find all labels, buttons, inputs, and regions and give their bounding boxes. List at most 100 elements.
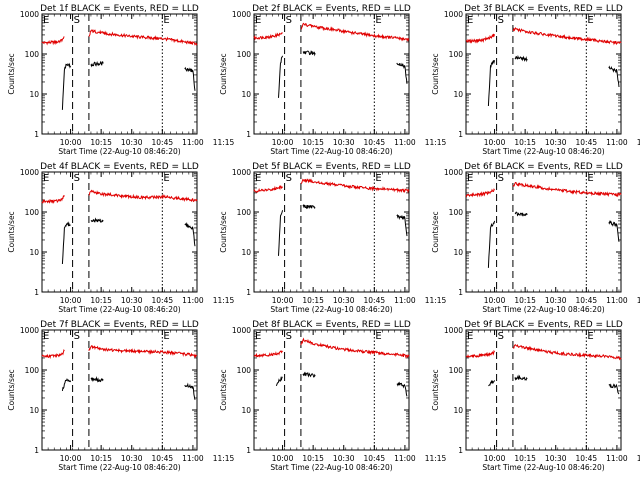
x-tick-label: 10:00 xyxy=(484,454,506,463)
saa-marker: S xyxy=(498,15,504,26)
x-tick-label: 10:45 xyxy=(364,454,386,463)
eclipse-start-marker: E xyxy=(467,15,473,26)
y-axis-label: Counts/sec xyxy=(219,369,228,410)
x-tick-label: 10:30 xyxy=(333,296,355,305)
panel-det-6: Det 6f BLACK = Events, RED = LLD 1 10 100 10… xyxy=(431,162,640,314)
x-axis-label: Start Time (22-Aug-10 08:46:20) xyxy=(58,463,180,472)
series-events-line xyxy=(61,217,196,265)
y-tick-label: 1 xyxy=(246,446,251,455)
y-tick-label: 10 xyxy=(453,248,463,257)
plot-frame xyxy=(465,13,622,135)
y-tick-label: 1000 xyxy=(20,168,39,177)
eclipse-start-marker: E xyxy=(467,331,473,342)
x-tick-label: 10:00 xyxy=(272,454,294,463)
y-axis-label: Counts/sec xyxy=(7,53,16,94)
eclipse-end-marker: E xyxy=(163,173,169,184)
x-tick-label: 11:15 xyxy=(425,454,447,463)
series-events-line xyxy=(487,54,620,107)
y-tick-label: 1000 xyxy=(444,10,463,19)
x-tick-label: 10:15 xyxy=(514,138,536,147)
x-tick-label: 11:15 xyxy=(637,296,640,305)
series-events-line xyxy=(488,374,620,395)
x-axis-label: Start Time (22-Aug-10 08:46:20) xyxy=(270,147,392,156)
series-lld-line xyxy=(465,26,622,46)
x-tick-label: 10:30 xyxy=(333,138,355,147)
x-tick-label: 11:15 xyxy=(637,138,640,147)
plot-frame xyxy=(253,329,410,451)
x-tick-label: 10:30 xyxy=(545,454,567,463)
eclipse-end-marker: E xyxy=(587,15,593,26)
x-tick-label: 10:00 xyxy=(272,296,294,305)
y-axis-label: Counts/sec xyxy=(219,211,228,252)
x-tick-label: 11:15 xyxy=(213,454,235,463)
plot-frame xyxy=(41,329,198,451)
y-tick-label: 100 xyxy=(25,208,40,217)
x-tick-label: 11:15 xyxy=(425,296,447,305)
y-tick-label: 1 xyxy=(458,130,463,139)
y-axis-label: Counts/sec xyxy=(431,53,440,94)
x-tick-label: 11:15 xyxy=(425,138,447,147)
y-tick-label: 1000 xyxy=(444,168,463,177)
y-tick-label: 10 xyxy=(241,90,251,99)
y-tick-label: 100 xyxy=(237,366,252,375)
panel-det-9: Det 9f BLACK = Events, RED = LLD 1 10 100 10… xyxy=(431,320,640,472)
x-tick-label: 11:00 xyxy=(182,454,204,463)
x-tick-label: 10:45 xyxy=(152,454,174,463)
x-tick-label: 10:15 xyxy=(302,138,324,147)
panel-title: Det 9f BLACK = Events, RED = LLD xyxy=(464,320,623,330)
y-tick-label: 1 xyxy=(246,130,251,139)
series-events-line xyxy=(278,50,408,98)
x-tick-label: 10:45 xyxy=(576,138,598,147)
series-lld-line xyxy=(253,178,410,194)
series-lld-line xyxy=(253,22,410,43)
saa-marker: S xyxy=(498,331,504,342)
eclipse-start-marker: E xyxy=(467,173,473,184)
series-lld-line xyxy=(41,189,198,204)
plot-frame xyxy=(41,171,198,293)
panel-title: Det 6f BLACK = Events, RED = LLD xyxy=(464,162,623,172)
y-axis-label: Counts/sec xyxy=(431,211,440,252)
y-tick-label: 100 xyxy=(25,50,40,59)
plot-frame xyxy=(465,329,622,451)
eclipse-end-marker: E xyxy=(587,331,593,342)
series-events-line xyxy=(61,60,196,110)
eclipse-start-marker: E xyxy=(255,331,261,342)
y-axis-label: Counts/sec xyxy=(219,53,228,94)
x-tick-label: 10:45 xyxy=(152,138,174,147)
x-tick-label: 11:00 xyxy=(606,138,628,147)
x-tick-label: 10:15 xyxy=(302,296,324,305)
panel-title: Det 2f BLACK = Events, RED = LLD xyxy=(252,4,411,14)
eclipse-start-marker: E xyxy=(43,331,49,342)
eclipse-start-marker: E xyxy=(255,173,261,184)
series-lld-line xyxy=(465,182,622,198)
x-tick-label: 10:00 xyxy=(484,138,506,147)
x-axis-label: Start Time (22-Aug-10 08:46:20) xyxy=(58,147,180,156)
eclipse-end-marker: E xyxy=(163,331,169,342)
y-tick-label: 100 xyxy=(449,50,464,59)
plot-frame xyxy=(253,13,410,135)
x-tick-label: 10:45 xyxy=(152,296,174,305)
x-tick-label: 11:15 xyxy=(637,454,640,463)
y-tick-label: 100 xyxy=(449,366,464,375)
plot-frame xyxy=(465,171,622,293)
x-tick-label: 10:45 xyxy=(576,454,598,463)
x-tick-label: 11:00 xyxy=(182,296,204,305)
y-tick-label: 1000 xyxy=(20,326,39,335)
panel-title: Det 3f BLACK = Events, RED = LLD xyxy=(464,4,623,14)
saa-marker: S xyxy=(286,15,292,26)
y-tick-label: 10 xyxy=(29,248,39,257)
saa-marker: S xyxy=(286,331,292,342)
x-tick-label: 10:15 xyxy=(90,296,112,305)
y-tick-label: 1 xyxy=(458,288,463,297)
panel-det-3: Det 3f BLACK = Events, RED = LLD 1 10 100 10… xyxy=(431,4,640,156)
y-tick-label: 10 xyxy=(29,90,39,99)
plot-frame xyxy=(41,13,198,135)
x-tick-label: 11:15 xyxy=(213,296,235,305)
panel-title: Det 8f BLACK = Events, RED = LLD xyxy=(252,320,411,330)
x-tick-label: 11:00 xyxy=(394,454,416,463)
y-tick-label: 1 xyxy=(34,446,39,455)
series-events-line xyxy=(487,211,620,268)
x-tick-label: 10:45 xyxy=(364,138,386,147)
x-tick-label: 10:00 xyxy=(60,296,82,305)
